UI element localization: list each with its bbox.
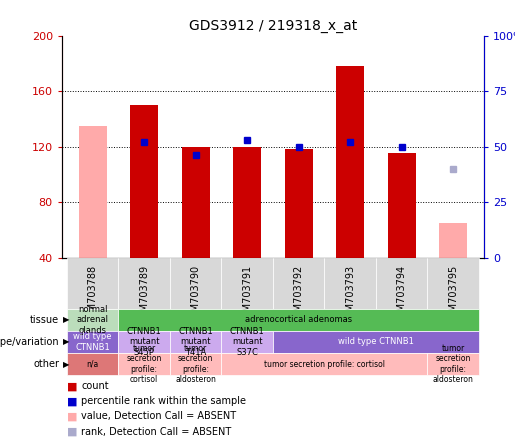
Text: genotype/variation: genotype/variation: [0, 337, 59, 347]
Text: CTNNB1
mutant
S37C: CTNNB1 mutant S37C: [230, 327, 265, 357]
Text: ▶: ▶: [63, 315, 70, 324]
Text: tumor
secretion
profile:
aldosteron: tumor secretion profile: aldosteron: [175, 344, 216, 384]
Bar: [233, 147, 261, 258]
Text: count: count: [81, 381, 109, 391]
Text: CTNNB1
mutant
T41A: CTNNB1 mutant T41A: [178, 327, 213, 357]
Text: tumor
secretion
profile:
aldosteron: tumor secretion profile: aldosteron: [433, 344, 474, 384]
Bar: [376, 258, 427, 309]
Text: GSM703789: GSM703789: [139, 265, 149, 324]
Bar: [284, 149, 313, 258]
Bar: [427, 258, 479, 309]
Text: tumor
secretion
profile:
cortisol: tumor secretion profile: cortisol: [127, 344, 162, 384]
Bar: [336, 66, 364, 258]
Text: other: other: [33, 359, 59, 369]
Bar: [181, 147, 210, 258]
Text: GSM703795: GSM703795: [448, 265, 458, 325]
Text: percentile rank within the sample: percentile rank within the sample: [81, 396, 246, 406]
Text: ■: ■: [67, 381, 77, 391]
Text: wild type
CTNNB1: wild type CTNNB1: [74, 332, 112, 352]
Text: wild type CTNNB1: wild type CTNNB1: [338, 337, 414, 346]
Text: GSM703792: GSM703792: [294, 265, 304, 325]
Bar: [130, 105, 158, 258]
Text: value, Detection Call = ABSENT: value, Detection Call = ABSENT: [81, 412, 236, 421]
Text: GSM703791: GSM703791: [242, 265, 252, 324]
Bar: [170, 258, 221, 309]
Text: tumor secretion profile: cortisol: tumor secretion profile: cortisol: [264, 360, 385, 369]
Bar: [118, 258, 170, 309]
Bar: [78, 126, 107, 258]
Text: ■: ■: [67, 427, 77, 436]
Text: GSM703793: GSM703793: [345, 265, 355, 324]
Text: tissue: tissue: [30, 315, 59, 325]
Bar: [273, 258, 324, 309]
Bar: [221, 258, 273, 309]
Bar: [67, 258, 118, 309]
Text: ■: ■: [67, 412, 77, 421]
Text: GSM703788: GSM703788: [88, 265, 98, 324]
Text: ▶: ▶: [63, 360, 70, 369]
Text: GSM703794: GSM703794: [397, 265, 407, 324]
Text: ▶: ▶: [63, 337, 70, 346]
Text: rank, Detection Call = ABSENT: rank, Detection Call = ABSENT: [81, 427, 232, 436]
Title: GDS3912 / 219318_x_at: GDS3912 / 219318_x_at: [189, 19, 357, 33]
Text: normal
adrenal
glands: normal adrenal glands: [77, 305, 109, 335]
Bar: [387, 154, 416, 258]
Text: adrenocortical adenomas: adrenocortical adenomas: [245, 315, 352, 324]
Text: n/a: n/a: [87, 360, 99, 369]
Bar: [439, 223, 467, 258]
Text: GSM703790: GSM703790: [191, 265, 201, 324]
Bar: [324, 258, 376, 309]
Text: CTNNB1
mutant
S45P: CTNNB1 mutant S45P: [127, 327, 162, 357]
Text: ■: ■: [67, 396, 77, 406]
